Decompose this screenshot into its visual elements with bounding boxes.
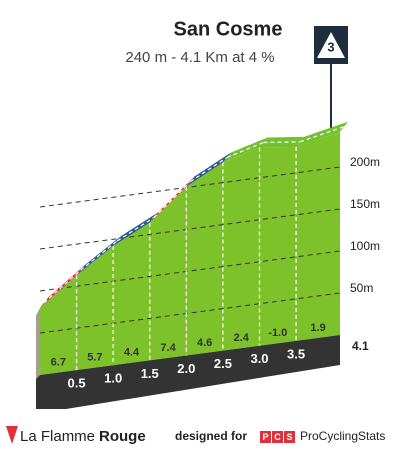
pcs-box — [284, 431, 295, 443]
pcs-box — [272, 431, 283, 443]
segment-center — [153, 181, 191, 219]
gradient-label: 5.7 — [87, 352, 102, 364]
brand-left: La Flamme — [20, 428, 95, 445]
pcs-box — [260, 431, 271, 443]
x-tick-label: 0.5 — [68, 376, 86, 391]
base-band — [36, 335, 340, 409]
gradient-label: 7.4 — [160, 342, 176, 354]
segment-center — [299, 126, 345, 143]
chart-subtitle: 240 m - 4.1 Km at 4 % — [125, 49, 274, 66]
y-tick-label: 200m — [350, 155, 380, 169]
site-name: ProCyclingStats — [300, 429, 385, 443]
plot: 50m 100m 150m 200m 6.7 5.7 4.4 7.4 4.6 2.4 -1.0 1.9… — [36, 64, 380, 409]
segment-center — [80, 240, 118, 271]
left-face — [36, 307, 40, 379]
chart-title: San Cosme — [174, 18, 283, 40]
x-tick-label: 3.5 — [287, 346, 305, 361]
pcs-letter: C — [274, 432, 281, 442]
segment-band — [222, 137, 268, 163]
x-tick-label: 1.0 — [104, 371, 122, 386]
category: 3 — [327, 39, 334, 54]
y-tick-label: 150m — [350, 197, 380, 211]
grid-line — [39, 208, 341, 250]
x-tick-label: 2.0 — [177, 361, 195, 376]
segment-band — [259, 136, 305, 148]
brand-icon — [6, 426, 18, 444]
gradient-label: 4.4 — [124, 347, 140, 359]
grid-line — [39, 166, 341, 208]
gradient-label: 4.6 — [197, 337, 212, 349]
grid-line — [39, 292, 341, 334]
y-tick-label: 100m — [350, 239, 380, 253]
elevation-area — [40, 131, 340, 375]
y-tick-label: 50m — [350, 281, 373, 295]
segment-center — [263, 141, 301, 144]
x-tick-label: 3.0 — [250, 351, 268, 366]
brand-right: Rouge — [99, 428, 146, 445]
x-tick-label: 2.5 — [214, 356, 232, 371]
x-end-label: 4.1 — [352, 339, 369, 353]
designed-for: designed for — [175, 429, 247, 443]
segment-center — [43, 269, 81, 304]
pcs-letter: P — [262, 432, 268, 442]
gradient-label: -1.0 — [268, 327, 287, 339]
gradient-label: 6.7 — [51, 356, 66, 368]
segment-center — [190, 156, 228, 183]
gradient-label: 2.4 — [234, 332, 250, 344]
segment-center — [116, 217, 155, 242]
grid-line — [39, 250, 341, 292]
gradient-label: 1.9 — [310, 322, 325, 334]
x-tick-label: 1.5 — [141, 366, 159, 381]
badge-triangle — [317, 32, 345, 58]
pcs-letter: S — [286, 432, 292, 442]
